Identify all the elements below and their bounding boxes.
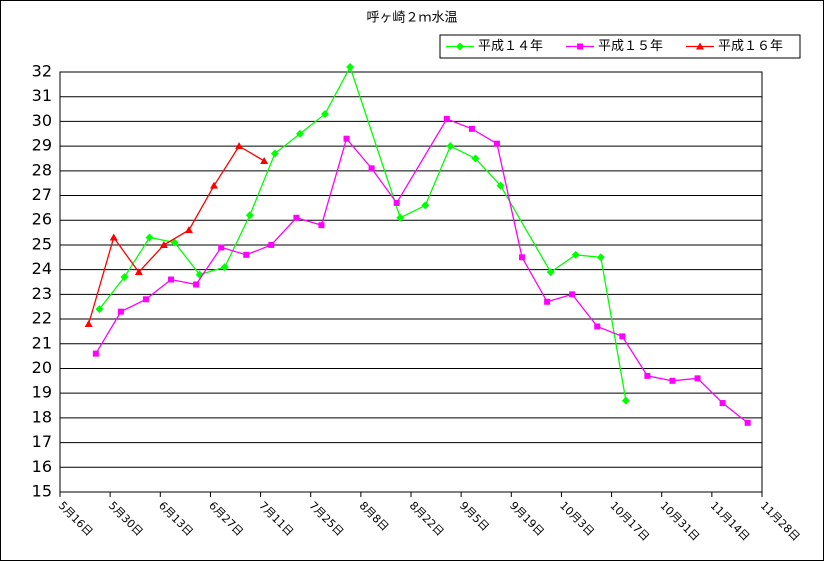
data-point (293, 214, 300, 221)
data-point (368, 165, 375, 172)
y-tick-label: 26 (32, 210, 52, 229)
data-point (393, 199, 400, 206)
data-point (644, 372, 651, 379)
data-point (421, 201, 430, 210)
data-point (218, 244, 225, 251)
data-point (260, 156, 269, 164)
data-point (496, 181, 505, 190)
data-point (84, 320, 93, 327)
legend-label: 平成１６年 (718, 39, 783, 54)
data-point (117, 308, 124, 315)
data-point (569, 291, 576, 298)
data-point (109, 233, 118, 241)
data-point (544, 298, 551, 305)
data-point (619, 333, 626, 340)
legend-marker (577, 43, 583, 50)
y-tick-label: 23 (32, 284, 52, 303)
data-point (270, 149, 279, 158)
y-tick-label: 30 (32, 111, 52, 130)
data-point (669, 377, 676, 384)
data-point (468, 125, 475, 132)
data-point (184, 226, 193, 234)
data-point (220, 263, 229, 272)
series-line (95, 118, 749, 424)
legend-label: 平成１５年 (598, 39, 663, 54)
data-point (120, 273, 129, 282)
data-point (142, 296, 149, 303)
data-point (134, 268, 143, 276)
y-tick-label: 18 (32, 407, 52, 426)
legend-label: 平成１４年 (478, 39, 543, 54)
data-point (235, 142, 244, 150)
y-tick-label: 32 (32, 62, 52, 81)
data-point (321, 110, 330, 118)
data-point (396, 213, 405, 222)
data-point (343, 135, 350, 142)
data-point (245, 211, 254, 220)
series-line (88, 145, 265, 325)
legend-marker (696, 42, 704, 50)
data-point (744, 419, 751, 426)
plot-area (59, 71, 763, 493)
legend-marker (456, 42, 464, 51)
data-point (145, 233, 154, 242)
data-point (92, 350, 99, 357)
data-point (168, 276, 175, 283)
data-point (493, 140, 500, 147)
y-tick-label: 24 (32, 259, 52, 278)
data-point (159, 240, 168, 248)
data-point (243, 251, 250, 258)
data-point (318, 222, 325, 229)
data-point (694, 375, 701, 382)
data-point (193, 281, 200, 288)
data-point (295, 129, 304, 138)
chart-title: 呼ヶ崎２ｍ水温 (366, 11, 457, 26)
y-tick-label: 31 (32, 86, 52, 105)
data-point (621, 396, 630, 405)
data-point (571, 250, 580, 259)
data-point (95, 305, 104, 314)
data-point (546, 268, 555, 277)
data-point (443, 115, 450, 122)
y-tick-label: 15 (32, 482, 52, 501)
y-tick-label: 25 (32, 234, 52, 253)
y-tick-label: 17 (32, 432, 52, 451)
data-point (268, 241, 275, 248)
y-tick-label: 19 (32, 383, 52, 402)
data-point (346, 63, 355, 72)
y-tick-label: 22 (32, 309, 52, 328)
y-tick-label: 27 (32, 185, 52, 204)
data-point (719, 400, 726, 407)
data-point (471, 154, 480, 163)
data-point (596, 253, 605, 262)
data-point (594, 323, 601, 330)
data-point (519, 254, 526, 261)
data-point (446, 142, 455, 151)
y-tick-label: 16 (32, 457, 52, 476)
y-tick-label: 29 (32, 136, 52, 155)
y-tick-label: 21 (32, 333, 52, 352)
data-point (210, 181, 219, 189)
legend-box (439, 34, 801, 59)
y-tick-label: 20 (32, 358, 52, 377)
series-line (98, 65, 627, 401)
y-tick-label: 28 (32, 160, 52, 179)
